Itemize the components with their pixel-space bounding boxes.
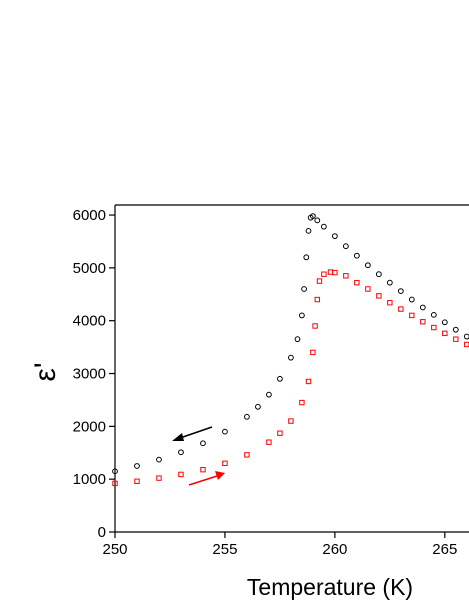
x-tick-label: 250 (102, 541, 127, 558)
data-point (442, 330, 448, 337)
data-point (332, 269, 338, 276)
x-axis-label: Temperature (K) (247, 574, 413, 600)
data-point (310, 349, 316, 356)
data-point (309, 213, 316, 219)
cooling-arrow (172, 426, 213, 441)
data-point (244, 452, 250, 458)
data-point (134, 463, 140, 469)
data-point (298, 312, 305, 319)
data-point (299, 399, 305, 406)
data-point (200, 440, 206, 447)
data-point (112, 468, 118, 475)
data-point (431, 324, 437, 331)
data-point (305, 227, 312, 234)
data-point (453, 336, 459, 342)
data-point (419, 304, 426, 311)
data-point (316, 278, 323, 284)
y-tick-label: 5000 (73, 260, 106, 277)
y-axis-label: ε' (29, 362, 62, 381)
data-point (294, 336, 301, 343)
data-point (222, 428, 228, 435)
data-point (244, 413, 250, 420)
data-point (463, 333, 469, 340)
data-point (320, 223, 327, 230)
data-point (441, 319, 448, 326)
data-point (397, 288, 404, 295)
data-point (134, 478, 140, 484)
data-point (288, 418, 294, 424)
data-point (312, 323, 318, 329)
data-point (365, 286, 371, 292)
data-point (255, 403, 261, 410)
data-point (156, 475, 162, 481)
data-point (452, 326, 459, 333)
data-point (398, 306, 404, 312)
data-point (277, 375, 283, 382)
data-point (156, 456, 162, 463)
data-point (375, 271, 382, 278)
heating-arrow (188, 471, 225, 486)
data-point (321, 271, 327, 277)
data-point (354, 279, 360, 286)
data-point (222, 460, 228, 467)
data-point (331, 233, 338, 240)
data-point (409, 312, 415, 319)
y-tick-label: 2000 (73, 418, 106, 435)
y-tick-label: 1000 (73, 471, 106, 488)
data-point (342, 243, 349, 250)
data-point (288, 354, 294, 361)
data-point (420, 319, 426, 325)
y-tick-label: 0 (98, 524, 106, 541)
x-tick-label: 260 (322, 541, 347, 558)
data-point (178, 449, 184, 456)
data-point (200, 466, 206, 473)
data-point (386, 279, 393, 286)
y-tick-label: 4000 (73, 313, 106, 330)
data-point (343, 273, 349, 279)
data-point (353, 252, 360, 259)
data-point (314, 217, 321, 224)
data-point (277, 430, 283, 436)
data-point (301, 286, 307, 292)
x-tick-label: 265 (432, 541, 457, 558)
y-tick-label: 6000 (73, 207, 106, 224)
data-point (305, 378, 312, 385)
data-point (408, 296, 415, 303)
data-point (430, 311, 437, 318)
data-point (376, 293, 382, 299)
data-point (327, 269, 334, 275)
data-point (303, 254, 310, 261)
data-point (464, 341, 469, 348)
x-tick-label: 255 (212, 541, 237, 558)
y-tick-label: 3000 (73, 366, 106, 383)
data-point (314, 296, 320, 303)
data-point (178, 471, 184, 478)
data-point (266, 391, 272, 398)
data-point (266, 439, 272, 445)
data-point (387, 300, 393, 306)
data-point (364, 262, 371, 269)
data-point (112, 480, 118, 487)
